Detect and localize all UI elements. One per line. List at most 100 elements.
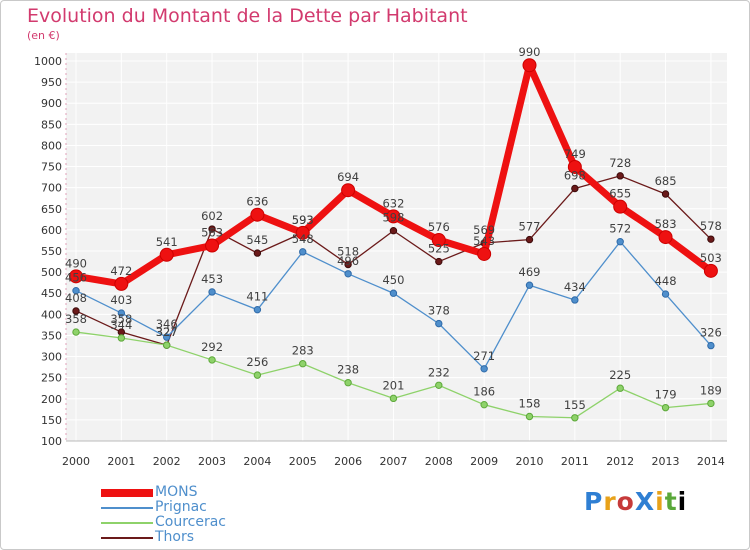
y-tick-label: 700 — [41, 182, 62, 195]
data-point-mons — [295, 225, 310, 240]
data-label-prignac: 469 — [519, 265, 541, 279]
x-tick-label: 2008 — [425, 455, 453, 468]
y-tick-label: 350 — [41, 329, 62, 342]
data-label-thors: 327 — [156, 325, 178, 339]
y-tick-label: 550 — [41, 245, 62, 258]
y-tick-label: 500 — [41, 266, 62, 279]
data-label-mons: 593 — [292, 213, 314, 227]
data-label-courcerac: 155 — [564, 398, 586, 412]
y-tick-label: 750 — [41, 161, 62, 174]
y-tick-label: 850 — [41, 118, 62, 131]
data-label-mons: 576 — [428, 220, 450, 234]
y-tick-label: 300 — [41, 351, 62, 364]
data-point-thors — [661, 190, 670, 198]
y-tick-label: 950 — [41, 76, 62, 89]
data-point-courcerac — [435, 381, 443, 389]
data-label-mons: 490 — [65, 256, 87, 270]
data-point-prignac — [253, 305, 262, 314]
data-label-thors: 577 — [519, 220, 541, 234]
data-label-mons: 543 — [473, 234, 495, 248]
x-tick-label: 2013 — [652, 455, 680, 468]
data-point-prignac — [344, 270, 352, 278]
data-label-prignac: 411 — [246, 290, 268, 304]
data-point-courcerac — [299, 360, 307, 368]
legend-swatch — [101, 507, 153, 509]
data-label-mons: 694 — [337, 170, 359, 184]
data-point-thors — [707, 235, 715, 243]
data-point-thors — [435, 257, 443, 266]
y-tick-label: 1000 — [34, 55, 62, 68]
data-label-prignac: 346 — [156, 317, 178, 331]
data-label-courcerac: 232 — [428, 365, 450, 379]
data-label-mons: 632 — [382, 196, 404, 210]
legend-item-mons: MONS — [101, 484, 301, 500]
y-tick-label: 400 — [41, 308, 62, 321]
data-label-mons: 583 — [655, 217, 677, 231]
legend-label: Prignac — [155, 499, 207, 515]
legend-label: MONS — [155, 484, 198, 500]
x-tick-label: 2009 — [470, 455, 498, 468]
y-tick-label: 100 — [41, 435, 62, 448]
data-label-mons: 990 — [519, 45, 541, 59]
data-point-prignac — [435, 319, 443, 328]
x-tick-label: 2000 — [62, 455, 90, 468]
data-point-prignac — [707, 341, 715, 350]
data-point-courcerac — [661, 403, 670, 412]
data-label-courcerac: 201 — [382, 378, 404, 392]
data-label-thors: 698 — [564, 169, 586, 183]
legend-swatch — [101, 537, 153, 539]
y-tick-label: 150 — [41, 414, 62, 427]
y-tick-label: 250 — [41, 372, 62, 385]
legend-swatch — [101, 489, 153, 497]
x-tick-label: 2001 — [107, 455, 135, 468]
data-label-thors: 593 — [292, 213, 314, 227]
data-label-prignac: 326 — [700, 326, 722, 340]
x-tick-label: 2011 — [561, 455, 589, 468]
data-label-courcerac: 344 — [110, 318, 132, 332]
data-point-prignac — [208, 288, 216, 296]
x-tick-label: 2003 — [198, 455, 226, 468]
data-point-courcerac — [571, 414, 579, 422]
data-label-courcerac: 225 — [609, 368, 631, 382]
data-point-thors — [616, 172, 624, 180]
legend-swatch — [101, 522, 153, 524]
data-point-mons — [250, 207, 265, 222]
data-label-thors: 578 — [700, 219, 722, 233]
chart-subtitle: (en €) — [27, 29, 60, 42]
data-point-prignac — [571, 296, 579, 304]
data-point-mons — [386, 209, 401, 224]
data-point-thors — [571, 184, 579, 193]
data-label-prignac: 403 — [110, 293, 132, 307]
x-tick-label: 2002 — [153, 455, 181, 468]
data-point-courcerac — [389, 394, 398, 403]
x-tick-label: 2010 — [516, 455, 544, 468]
data-label-thors: 602 — [201, 209, 223, 223]
x-tick-label: 2005 — [289, 455, 317, 468]
data-point-mons — [159, 247, 174, 262]
y-tick-label: 650 — [41, 203, 62, 216]
legend-label: Thors — [155, 529, 195, 545]
data-label-mons: 472 — [110, 264, 132, 278]
data-point-prignac — [480, 365, 488, 373]
chart-title: Evolution du Montant de la Dette par Hab… — [27, 5, 468, 27]
data-label-prignac: 456 — [65, 271, 87, 285]
data-label-prignac: 450 — [382, 273, 404, 287]
legend-item-thors: Thors — [101, 529, 301, 545]
data-point-mons — [567, 159, 582, 174]
data-label-prignac: 453 — [201, 272, 223, 286]
data-label-courcerac: 283 — [292, 344, 314, 358]
data-point-prignac — [389, 289, 398, 297]
data-label-courcerac: 292 — [201, 340, 223, 354]
x-tick-label: 2012 — [606, 455, 634, 468]
data-label-prignac: 496 — [337, 254, 359, 268]
data-label-thors: 728 — [609, 156, 631, 170]
data-point-courcerac — [253, 371, 262, 379]
legend-label: Courcerac — [155, 514, 227, 530]
data-label-courcerac: 189 — [700, 383, 722, 397]
data-label-courcerac: 358 — [65, 312, 87, 326]
data-label-courcerac: 327 — [156, 325, 178, 339]
data-label-mons: 563 — [201, 226, 223, 240]
data-point-mons — [431, 233, 446, 248]
